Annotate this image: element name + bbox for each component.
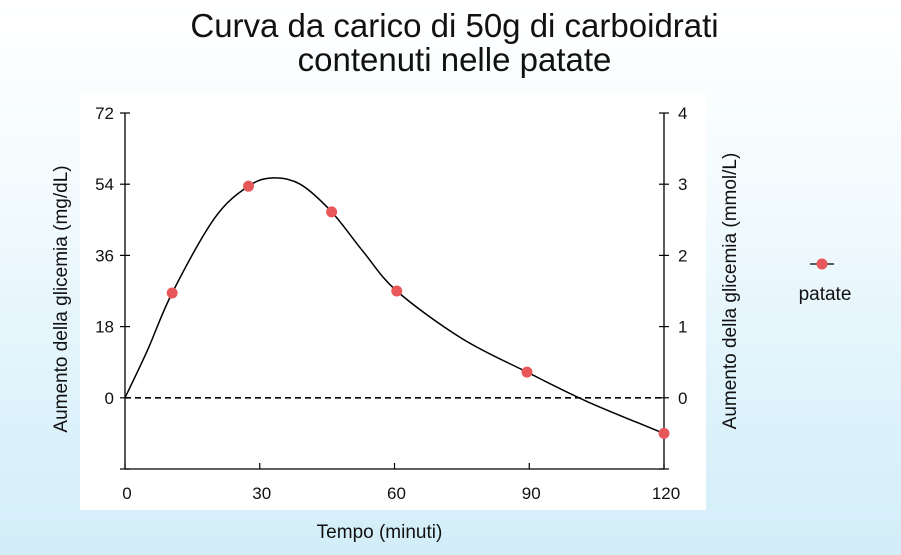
data-point (391, 285, 403, 297)
legend-label: patate (799, 284, 852, 305)
data-point (658, 427, 670, 439)
chart-title-line-2: contenuti nelle patate (297, 41, 612, 78)
data-points (166, 180, 670, 439)
x-tick-label: 60 (387, 484, 406, 503)
left-y-axis-title: Aumento della glicemia (mg/dL) (51, 165, 72, 432)
right-y-tick-label: 3 (678, 175, 687, 194)
x-tick-label: 0 (122, 484, 131, 503)
legend: patate (799, 258, 852, 305)
glucose-curve (124, 177, 665, 435)
right-y-tick-label: 4 (678, 104, 687, 123)
data-point (326, 206, 338, 218)
legend-marker (816, 258, 828, 270)
left-y-tick-label: 36 (95, 246, 114, 265)
plot-background (80, 92, 706, 510)
chart-title-line-1: Curva da carico di 50g di carboidrati (190, 7, 719, 44)
x-axis-title: Tempo (minuti) (317, 522, 443, 543)
left-y-tick-label: 18 (95, 318, 114, 337)
right-y-tick-label: 0 (678, 389, 687, 408)
x-tick-label: 120 (652, 484, 680, 503)
left-y-tick-label: 72 (95, 104, 114, 123)
left-y-tick-label: 54 (95, 175, 114, 194)
data-point (521, 366, 533, 378)
x-tick-label: 90 (522, 484, 541, 503)
data-point (166, 287, 178, 299)
data-point (243, 180, 255, 192)
left-y-tick-label: 0 (105, 389, 114, 408)
x-tick-label: 30 (252, 484, 271, 503)
right-y-tick-label: 2 (678, 246, 687, 265)
right-y-axis-title: Aumento della glicemia (mmol/L) (720, 153, 741, 430)
right-y-tick-label: 1 (678, 318, 687, 337)
tick-labels: 0 18 36 54 72 0 1 2 3 4 0 30 60 90 120 (95, 104, 687, 503)
